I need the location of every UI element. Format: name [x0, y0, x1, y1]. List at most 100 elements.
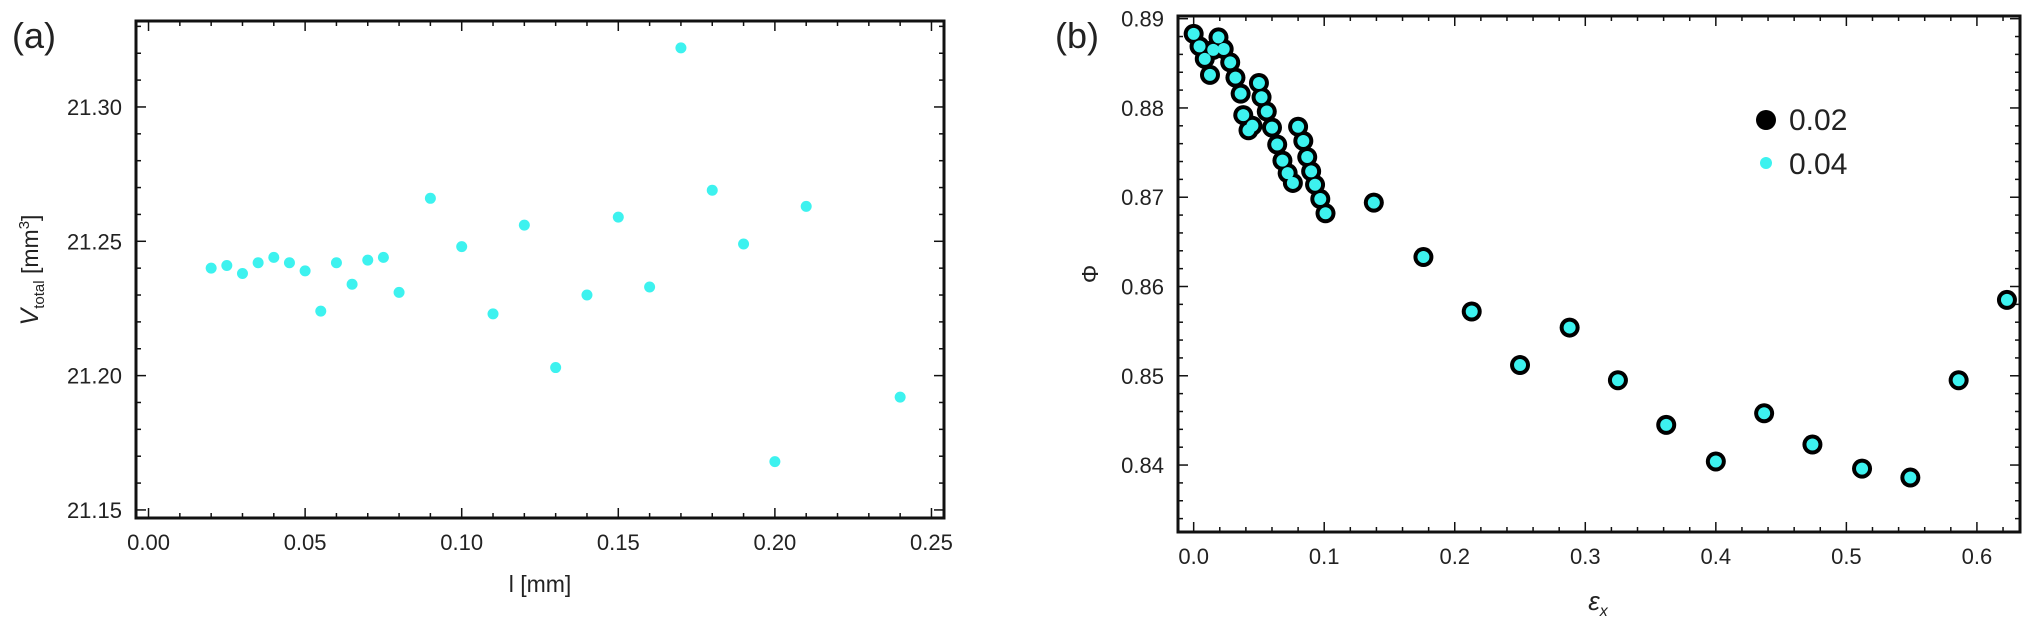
data-point-0.04	[1806, 438, 1819, 451]
y-tick-label: 0.85	[1121, 364, 1164, 389]
y-tick-label: 0.88	[1121, 96, 1164, 121]
x-tick-label: 0.5	[1831, 544, 1862, 569]
data-point-0.04	[1234, 87, 1247, 100]
panel-b-x-axis-title: εx	[1588, 586, 1608, 620]
panel-b-x-tick-labels: 0.0 0.1 0.2 0.3 0.4 0.5 0.6	[1178, 544, 1992, 569]
data-point-0.04	[1309, 178, 1322, 191]
data-point	[456, 241, 468, 253]
y-title-sub: total	[31, 280, 48, 308]
x-tick-label: 0.15	[597, 530, 640, 555]
x-tick-label: 0.10	[440, 530, 483, 555]
data-point-0.04	[1193, 40, 1206, 53]
data-point-0.04	[1367, 196, 1380, 209]
data-point-0.04	[1301, 151, 1314, 164]
data-point-0.04	[1229, 71, 1242, 84]
y-title-unit-open: [mm	[17, 229, 43, 280]
data-point	[346, 278, 358, 290]
y-tick-label: 21.30	[67, 95, 122, 120]
data-point	[362, 254, 374, 266]
y-tick-label: 21.15	[67, 498, 122, 523]
y-tick-label: 0.86	[1121, 274, 1164, 299]
data-point	[315, 305, 327, 317]
data-point	[424, 192, 436, 204]
panel-b-y-tick-labels: 0.84 0.85 0.86 0.87 0.88 0.89	[1121, 7, 1164, 478]
legend-label-0.02: 0.02	[1789, 104, 1847, 137]
legend-label-0.04: 0.04	[1789, 148, 1847, 181]
panel-a-y-tick-labels: 21.15 21.20 21.25 21.30	[67, 95, 122, 523]
data-point-0.04	[1207, 43, 1220, 56]
data-point-0.04	[1904, 471, 1917, 484]
data-point	[550, 362, 562, 374]
data-point-0.04	[1252, 76, 1265, 89]
x-tick-label: 0.00	[127, 530, 170, 555]
data-point-0.04	[1660, 418, 1673, 431]
legend-marker-0.02	[1756, 110, 1776, 130]
data-point-0.04	[1465, 305, 1478, 318]
y-title-main: V	[16, 306, 44, 325]
data-point	[738, 238, 750, 250]
y-title-unit-close: ]	[17, 215, 43, 221]
data-point-0.04	[1319, 207, 1332, 220]
y-title-unit-sup: 3	[16, 221, 33, 229]
x-title-main: ε	[1588, 586, 1600, 616]
x-tick-label: 0.0	[1178, 544, 1209, 569]
data-point-0.04	[1417, 251, 1430, 264]
x-tick-label: 0.3	[1570, 544, 1601, 569]
data-point	[644, 281, 656, 293]
panel-b-y-axis-title: Φ	[1077, 265, 1103, 283]
data-point-0.04	[1224, 56, 1237, 69]
data-point-0.04	[1856, 462, 1869, 475]
x-tick-label: 0.1	[1309, 544, 1340, 569]
panel-a-label: (a)	[12, 15, 56, 56]
data-point	[330, 257, 342, 269]
data-point	[894, 391, 906, 403]
data-point-0.04	[1709, 455, 1722, 468]
legend-marker-0.04	[1760, 157, 1772, 169]
data-point-0.04	[1265, 121, 1278, 134]
data-point-0.04	[1514, 359, 1527, 372]
data-point-0.04	[1217, 43, 1230, 56]
y-tick-label: 0.84	[1121, 453, 1164, 478]
data-point	[487, 308, 499, 320]
data-point-0.04	[1212, 31, 1225, 44]
panel-a-x-tick-labels: 0.00 0.05 0.10 0.15 0.20 0.25	[127, 530, 953, 555]
data-point-0.04	[1276, 154, 1289, 167]
data-point	[800, 200, 812, 212]
panel-a: (a) 0.00 0.05 0.10 0.15 0.20 0.25 21.15 …	[12, 15, 953, 597]
data-point	[518, 219, 530, 231]
data-point	[377, 251, 389, 263]
panel-b-ticks	[1178, 16, 2020, 532]
data-point-0.04	[1314, 193, 1327, 206]
y-tick-label: 0.89	[1121, 7, 1164, 32]
data-point	[675, 42, 687, 54]
y-tick-label: 21.20	[67, 364, 122, 389]
data-point-0.04	[1198, 52, 1211, 65]
data-point	[769, 456, 781, 468]
data-point-0.04	[1563, 321, 1576, 334]
y-tick-label: 0.87	[1121, 185, 1164, 210]
data-point-0.04	[1952, 374, 1965, 387]
x-tick-label: 0.05	[284, 530, 327, 555]
panel-a-y-axis-title: Vtotal [mm3]	[16, 215, 48, 326]
panel-b: (b) 0.0 0.1 0.2 0.3 0.4 0.5 0.6 0.84 0.8…	[1055, 7, 2022, 620]
data-point	[299, 265, 311, 277]
panel-b-frame	[1176, 14, 2022, 534]
x-tick-label: 0.6	[1962, 544, 1993, 569]
data-point	[221, 259, 233, 271]
data-point-0.04	[2000, 293, 2013, 306]
x-tick-label: 0.25	[910, 530, 953, 555]
data-point-0.04	[1246, 119, 1259, 132]
x-tick-label: 0.2	[1439, 544, 1470, 569]
data-point-0.04	[1260, 105, 1273, 118]
panel-b-points	[1183, 23, 2017, 488]
x-title-sub: x	[1599, 603, 1609, 620]
data-point-0.04	[1203, 68, 1216, 81]
data-point	[612, 211, 624, 223]
data-point-0.04	[1292, 120, 1305, 133]
panel-a-ticks	[136, 21, 944, 518]
data-point-0.04	[1187, 27, 1200, 40]
data-point-0.04	[1271, 138, 1284, 151]
panel-a-frame	[134, 19, 946, 520]
panel-b-label: (b)	[1055, 15, 1099, 56]
